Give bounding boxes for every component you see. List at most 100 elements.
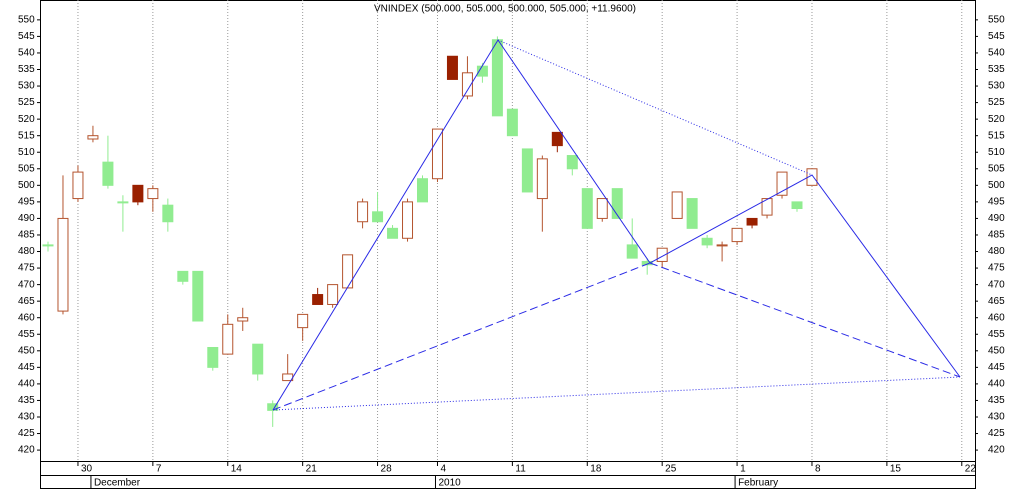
- y-tick-label: 430: [18, 412, 35, 423]
- y-tick-label: 480: [988, 246, 1005, 257]
- candle-body: [626, 244, 638, 259]
- y-tick-label: 435: [988, 395, 1005, 406]
- candle-body: [102, 161, 114, 186]
- candle-body: [506, 108, 518, 137]
- candle-body: [701, 237, 713, 246]
- x-tick-label: 21: [306, 464, 318, 475]
- y-tick-label: 545: [988, 31, 1005, 42]
- chart-title: VNINDEX (500.000, 505.000, 500.000, 505.…: [374, 4, 636, 15]
- candle-body: [641, 260, 653, 266]
- candle-body: [791, 201, 803, 209]
- candle-body: [566, 155, 578, 170]
- y-tick-label: 480: [18, 246, 35, 257]
- candle-body: [491, 39, 503, 117]
- candle-body: [87, 135, 99, 140]
- y-tick-label: 440: [988, 379, 1005, 390]
- candle-body: [731, 227, 743, 243]
- x-tick-label: 30: [81, 464, 93, 475]
- candle-body: [521, 148, 533, 193]
- candle-body: [57, 217, 69, 312]
- y-tick-label: 535: [18, 64, 35, 75]
- x-tick-label: 7: [156, 464, 162, 475]
- candle-body: [536, 158, 548, 200]
- y-tick-label: 450: [988, 345, 1005, 356]
- y-tick-label: 455: [988, 329, 1005, 340]
- y-tick-label: 495: [18, 197, 35, 208]
- y-tick-label: 525: [988, 97, 1005, 108]
- candle-body: [656, 247, 668, 262]
- candle-body: [417, 178, 428, 203]
- plot-frame: [40, 0, 976, 462]
- candle-body: [806, 168, 818, 186]
- x-tick-label: 11: [515, 464, 526, 475]
- y-tick-label: 540: [18, 48, 35, 59]
- x-tick-label: 14: [231, 464, 243, 475]
- candle-body: [746, 217, 758, 226]
- y-tick-label: 515: [988, 130, 1005, 141]
- y-tick-label: 490: [988, 213, 1005, 224]
- candle-body: [72, 171, 84, 200]
- x-tick-label: 15: [890, 464, 902, 475]
- candle-body: [761, 198, 773, 216]
- y-tick-label: 420: [988, 445, 1005, 456]
- candle-body: [147, 188, 159, 200]
- candle-body: [177, 270, 189, 282]
- candle-body: [267, 403, 279, 411]
- y-tick-label: 435: [18, 395, 35, 406]
- trend-line: [649, 262, 961, 378]
- y-tick-label: 500: [988, 180, 1005, 191]
- candle-body: [596, 198, 608, 219]
- x-tick-label: 22: [965, 464, 977, 475]
- y-tick-label: 500: [18, 180, 35, 191]
- y-tick-label: 530: [18, 81, 35, 92]
- y-tick-label: 515: [18, 130, 35, 141]
- candle-body: [716, 244, 728, 247]
- y-tick-label: 470: [18, 279, 35, 290]
- y-tick-label: 425: [18, 428, 35, 439]
- trend-line: [272, 39, 961, 411]
- candle-body: [117, 201, 129, 204]
- y-tick-label: 520: [18, 114, 35, 125]
- y-tick-label: 505: [988, 163, 1005, 174]
- candle-body: [776, 171, 788, 196]
- y-tick-label: 510: [18, 147, 35, 158]
- x-tick-label: 25: [665, 464, 677, 475]
- candle-body: [192, 270, 204, 322]
- candle-body: [162, 204, 174, 223]
- candle-body: [387, 227, 399, 239]
- y-tick-label: 420: [18, 445, 35, 456]
- candle-body: [342, 254, 354, 289]
- y-tick-label: 450: [18, 345, 35, 356]
- y-tick-label: 540: [988, 48, 1005, 59]
- y-tick-label: 545: [18, 31, 35, 42]
- x-tick-label: 28: [381, 464, 393, 475]
- trend-lines: [272, 39, 961, 411]
- trend-line: [497, 39, 813, 176]
- candle-body: [551, 131, 563, 147]
- candle-body: [686, 198, 698, 229]
- candle-body: [237, 317, 249, 322]
- candle-body: [461, 72, 473, 97]
- candle-body: [372, 211, 384, 223]
- y-tick-label: 495: [988, 197, 1005, 208]
- x-tick-label: 18: [590, 464, 602, 475]
- y-tick-label: 505: [18, 163, 35, 174]
- y-tick-label: 475: [988, 263, 1005, 274]
- candle-body: [446, 55, 458, 80]
- candle-body: [297, 313, 309, 329]
- y-tick-label: 460: [988, 312, 1005, 323]
- period-label: February: [738, 478, 778, 489]
- trend-line: [272, 262, 651, 411]
- candle-body: [611, 188, 623, 219]
- x-tick-label: 8: [815, 464, 821, 475]
- y-tick-label: 485: [988, 230, 1005, 241]
- candle-body: [581, 188, 593, 229]
- trend-line: [272, 376, 961, 411]
- candle-body: [402, 201, 414, 239]
- y-tick-label: 425: [988, 428, 1005, 439]
- y-tick-label: 475: [18, 263, 35, 274]
- y-tick-label: 525: [18, 97, 35, 108]
- y-tick-label: 430: [988, 412, 1005, 423]
